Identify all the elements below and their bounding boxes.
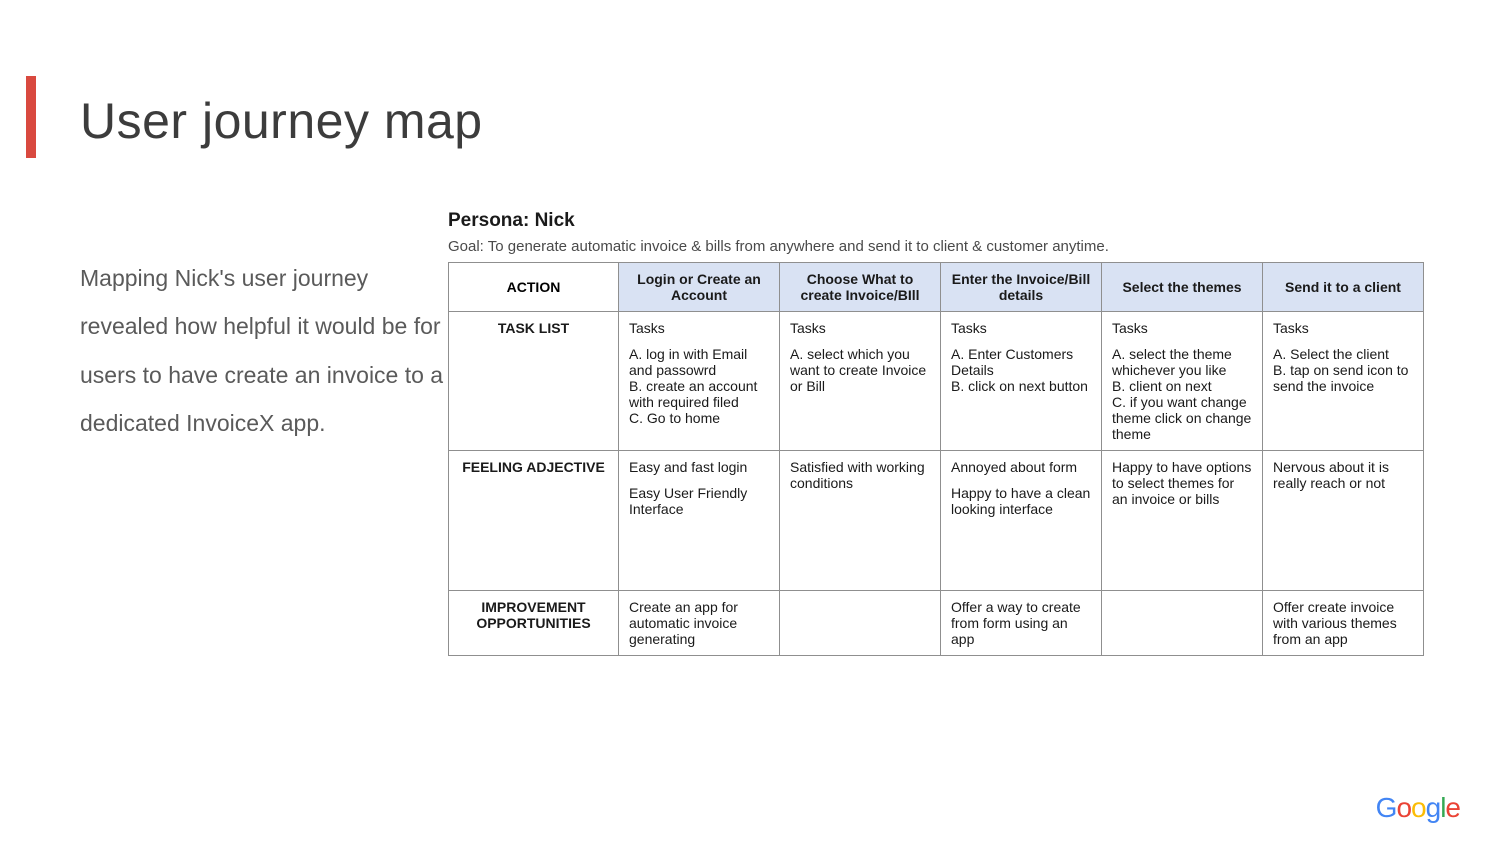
cell-improvement-2: Offer a way to create from form using an…: [941, 591, 1102, 656]
cell-tasks-3: TasksA. select the theme whichever you l…: [1102, 312, 1263, 451]
google-logo: Google: [1376, 792, 1460, 824]
cell-feeling-2: Annoyed about formHappy to have a clean …: [941, 451, 1102, 591]
col-header-1: Choose What to create Invoice/BIll: [780, 263, 941, 312]
cell-improvement-0: Create an app for automatic invoice gene…: [619, 591, 780, 656]
cell-feeling-3: Happy to have options to select themes f…: [1102, 451, 1263, 591]
table-row-tasks: TASK LIST TasksA. log in with Email and …: [449, 312, 1424, 451]
action-header: ACTION: [449, 263, 619, 312]
cell-improvement-4: Offer create invoice with various themes…: [1263, 591, 1424, 656]
cell-tasks-1: TasksA. select which you want to create …: [780, 312, 941, 451]
cell-improvement-3: [1102, 591, 1263, 656]
body-paragraph: Mapping Nick's user journey revealed how…: [80, 254, 450, 447]
cell-feeling-4: Nervous about it is really reach or not: [1263, 451, 1424, 591]
col-header-0: Login or Create an Account: [619, 263, 780, 312]
col-header-2: Enter the Invoice/Bill details: [941, 263, 1102, 312]
cell-tasks-0: TasksA. log in with Email and passowrdB.…: [619, 312, 780, 451]
goal-text: Goal: To generate automatic invoice & bi…: [448, 238, 1109, 255]
row-label-tasks: TASK LIST: [449, 312, 619, 451]
accent-bar: [26, 76, 36, 158]
page-title: User journey map: [80, 92, 483, 150]
journey-map-table: ACTION Login or Create an Account Choose…: [448, 262, 1424, 656]
cell-feeling-0: Easy and fast loginEasy User Friendly In…: [619, 451, 780, 591]
persona-label: Persona: Nick: [448, 210, 575, 232]
cell-tasks-4: TasksA. Select the clientB. tap on send …: [1263, 312, 1424, 451]
col-header-3: Select the themes: [1102, 263, 1263, 312]
cell-improvement-1: [780, 591, 941, 656]
cell-tasks-2: TasksA. Enter Customers DetailsB. click …: [941, 312, 1102, 451]
table-row-feeling: FEELING ADJECTIVE Easy and fast loginEas…: [449, 451, 1424, 591]
table-header-row: ACTION Login or Create an Account Choose…: [449, 263, 1424, 312]
table-row-improvement: IMPROVEMENT OPPORTUNITIES Create an app …: [449, 591, 1424, 656]
row-label-improvement: IMPROVEMENT OPPORTUNITIES: [449, 591, 619, 656]
col-header-4: Send it to a client: [1263, 263, 1424, 312]
row-label-feeling: FEELING ADJECTIVE: [449, 451, 619, 591]
cell-feeling-1: Satisfied with working conditions: [780, 451, 941, 591]
